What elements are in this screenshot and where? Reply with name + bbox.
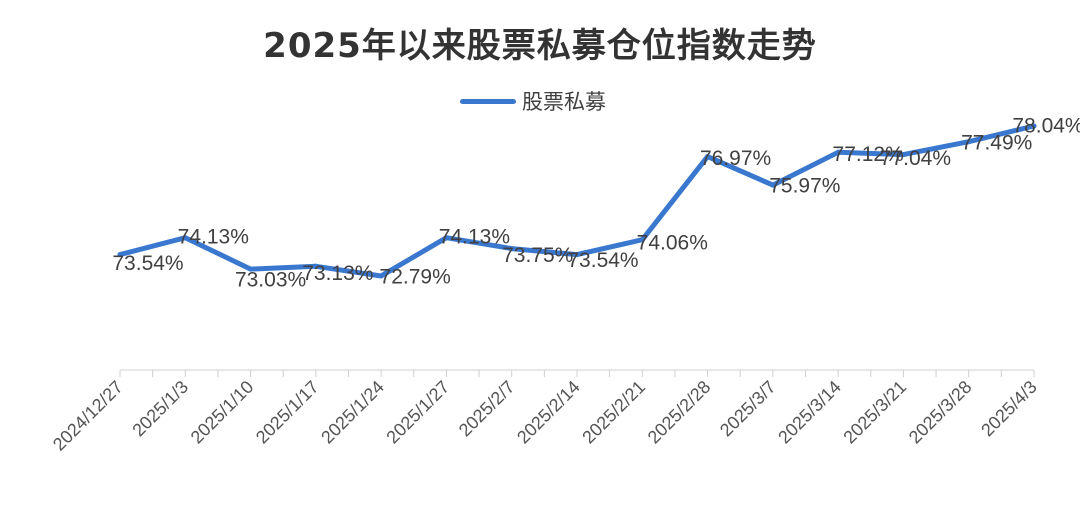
x-tick-label: 2025/2/21 (578, 377, 649, 448)
data-label: 74.13% (178, 225, 249, 248)
data-label: 77.49% (961, 131, 1032, 154)
legend: 股票私募 (460, 86, 606, 116)
x-tick-label: 2025/4/3 (977, 377, 1041, 441)
data-point (443, 235, 449, 241)
x-tick-label: 2025/1/24 (317, 377, 388, 448)
x-tick-label: 2025/3/14 (774, 377, 845, 448)
data-point (1031, 123, 1037, 129)
data-point (509, 246, 515, 252)
data-point (900, 152, 906, 158)
x-tick-label: 2025/1/10 (187, 377, 258, 448)
x-tick-label: 2025/1/27 (382, 377, 453, 448)
data-label: 78.04% (1012, 115, 1080, 138)
data-point (117, 252, 123, 258)
data-label: 76.97% (700, 147, 771, 170)
data-label: 73.54% (112, 252, 183, 275)
legend-label: 股票私募 (522, 90, 606, 114)
data-point (639, 237, 645, 243)
x-tick-label: 2025/1/3 (128, 377, 192, 441)
data-label: 75.97% (769, 175, 840, 198)
x-tick-label: 2025/1/17 (252, 377, 323, 448)
data-point (248, 266, 254, 272)
data-label: 74.13% (439, 225, 510, 248)
data-point (574, 252, 580, 258)
x-tick-label: 2025/3/28 (905, 377, 976, 448)
x-tick-label: 2025/2/28 (644, 377, 715, 448)
data-point (705, 154, 711, 160)
x-tick-label: 2025/3/7 (716, 377, 780, 441)
data-point (966, 139, 972, 145)
data-point (378, 273, 384, 279)
data-point (770, 182, 776, 188)
x-tick-label: 2024/12/27 (49, 377, 127, 455)
data-label: 74.06% (637, 231, 708, 254)
data-label: 73.13% (302, 262, 373, 285)
data-point (835, 149, 841, 155)
data-label: 77.04% (880, 147, 951, 170)
chart-title: 2025年以来股票私募仓位指数走势 (263, 26, 817, 66)
data-label: 73.75% (502, 244, 573, 267)
data-label: 77.12% (833, 143, 904, 166)
data-label: 72.79% (380, 266, 451, 289)
legend-swatch (460, 98, 516, 104)
data-point (313, 263, 319, 269)
x-tick-label: 2025/2/7 (455, 377, 519, 441)
x-tick-label: 2025/3/21 (839, 377, 910, 448)
data-label: 73.03% (235, 269, 306, 292)
x-tick-label: 2025/2/14 (513, 377, 584, 448)
data-point (182, 235, 188, 241)
data-label: 73.54% (567, 249, 638, 272)
